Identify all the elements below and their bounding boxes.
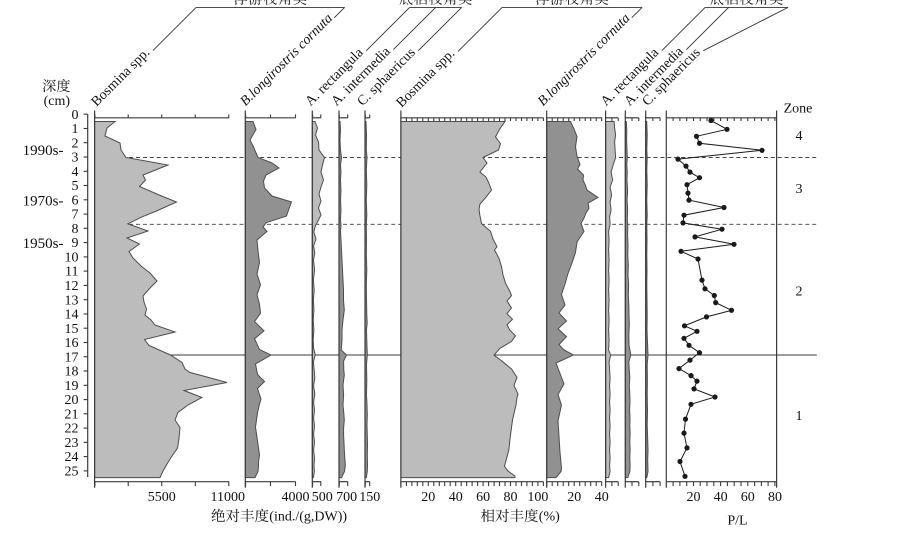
svg-text:13: 13 bbox=[65, 293, 79, 308]
svg-text:9: 9 bbox=[72, 236, 79, 251]
svg-text:10: 10 bbox=[65, 251, 79, 266]
svg-text:40: 40 bbox=[449, 490, 463, 505]
svg-text:20: 20 bbox=[567, 490, 581, 505]
svg-text:11: 11 bbox=[65, 265, 78, 280]
svg-text:1970s-: 1970s- bbox=[23, 194, 64, 210]
svg-text:15: 15 bbox=[65, 322, 79, 337]
svg-text:23: 23 bbox=[65, 436, 79, 451]
svg-text:1990s-: 1990s- bbox=[23, 143, 64, 159]
svg-text:4: 4 bbox=[796, 129, 803, 144]
svg-text:17: 17 bbox=[65, 350, 79, 365]
svg-text:4000: 4000 bbox=[282, 490, 310, 505]
svg-text:24: 24 bbox=[65, 450, 79, 465]
svg-text:1: 1 bbox=[796, 409, 803, 424]
svg-text:5500: 5500 bbox=[148, 490, 176, 505]
svg-text:40: 40 bbox=[595, 490, 609, 505]
svg-text:5: 5 bbox=[72, 179, 79, 194]
svg-text:6: 6 bbox=[72, 193, 79, 208]
svg-text:3: 3 bbox=[72, 151, 79, 166]
svg-text:8: 8 bbox=[72, 222, 79, 237]
svg-text:2: 2 bbox=[72, 136, 79, 151]
svg-text:80: 80 bbox=[504, 490, 518, 505]
svg-text:11000: 11000 bbox=[211, 490, 245, 505]
svg-text:18: 18 bbox=[65, 365, 79, 380]
svg-text:1: 1 bbox=[72, 122, 79, 137]
svg-text:20: 20 bbox=[687, 490, 701, 505]
svg-text:(cm): (cm) bbox=[44, 94, 71, 109]
svg-text:16: 16 bbox=[65, 336, 79, 351]
svg-text:60: 60 bbox=[741, 490, 755, 505]
svg-text:12: 12 bbox=[65, 279, 79, 294]
svg-text:500: 500 bbox=[312, 490, 333, 505]
svg-text:1950s-: 1950s- bbox=[23, 236, 64, 252]
svg-text:4: 4 bbox=[72, 165, 79, 180]
svg-text:100: 100 bbox=[527, 490, 548, 505]
svg-text:(%): (%) bbox=[539, 510, 560, 525]
svg-text:40: 40 bbox=[714, 490, 728, 505]
svg-text:21: 21 bbox=[65, 407, 79, 422]
svg-text:P/L: P/L bbox=[727, 514, 747, 529]
svg-text:3: 3 bbox=[796, 182, 803, 197]
svg-text:7: 7 bbox=[72, 208, 79, 223]
svg-text:(ind./(g,DW)): (ind./(g,DW)) bbox=[269, 510, 347, 525]
svg-text:25: 25 bbox=[65, 465, 79, 480]
svg-text:14: 14 bbox=[65, 308, 79, 323]
svg-text:0: 0 bbox=[72, 108, 79, 123]
svg-text:80: 80 bbox=[768, 490, 782, 505]
svg-text:150: 150 bbox=[359, 490, 380, 505]
svg-text:20: 20 bbox=[421, 490, 435, 505]
svg-text:60: 60 bbox=[476, 490, 490, 505]
svg-text:20: 20 bbox=[65, 393, 79, 408]
svg-text:Zone: Zone bbox=[784, 101, 813, 116]
svg-text:700: 700 bbox=[336, 490, 357, 505]
svg-text:22: 22 bbox=[65, 422, 79, 437]
svg-text:19: 19 bbox=[65, 379, 79, 394]
svg-text:2: 2 bbox=[796, 284, 803, 299]
